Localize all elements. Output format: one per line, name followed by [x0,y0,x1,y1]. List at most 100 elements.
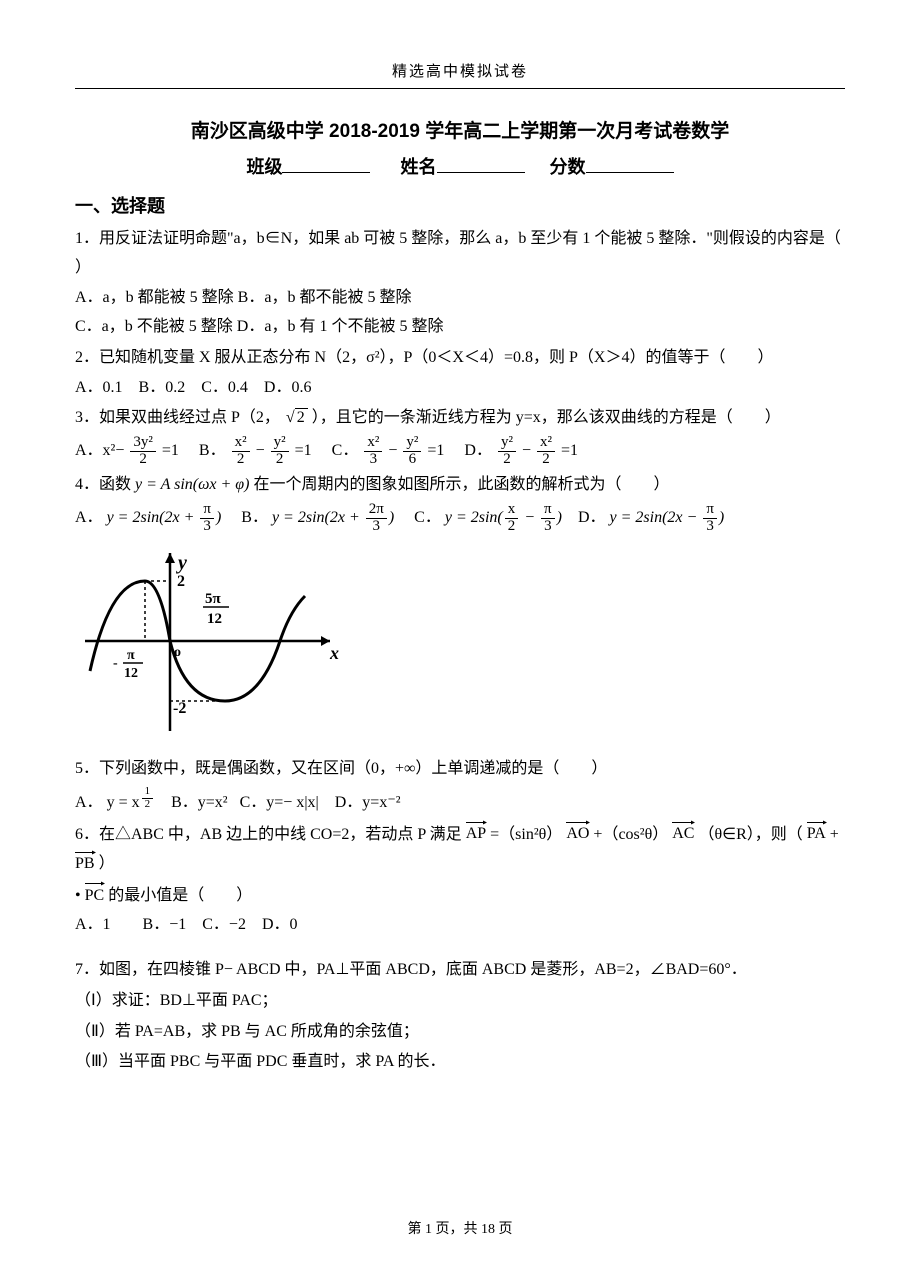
svg-text:12: 12 [124,666,138,681]
num: 1 [142,786,154,799]
fn: y = 2sin(2x + [107,509,199,526]
q4-stem-a: 4．函数 [75,476,135,493]
den: 3 [200,519,214,535]
class-label: 班级 [246,157,282,177]
q6-stem-b: ） [99,855,115,872]
svg-text:-: - [113,656,118,671]
q7-part3: （Ⅲ）当平面 PBC 与平面 PDC 垂直时，求 PA 的长． [75,1048,845,1077]
name-blank[interactable] [437,154,525,173]
axis-x-label: x [329,643,339,663]
q7-part1: （Ⅰ）求证：BD⊥平面 PAC； [75,987,845,1016]
q3-options: A．x²− 3y²2 =1 B． x²2 − y²2 =1 C． x²3 − y… [75,435,845,468]
minus: − [256,442,265,459]
q3C-pre: C． [332,442,359,459]
question-3: 3．如果双曲线经过点 P（2， √2 ），且它的一条渐近线方程为 y=x，那么该… [75,404,845,433]
minus: − [388,442,397,459]
q3-optC: C． x²3 − y²6 =1 [332,442,449,459]
q1-optC: C．a，b 不能被 5 整除 [75,318,233,335]
den: 2 [130,452,156,468]
fraction: x²2 [232,435,250,468]
num: x² [364,435,382,452]
fraction: π3 [703,502,717,535]
footer-a: 第 [408,1222,426,1237]
q1-stem-a: 1．用反证法证明命题"a，b∈N，如果 ab 可被 5 整除，那么 a，b 至少… [75,230,841,247]
q4-optD: D． y = 2sin(2x − π3) [578,509,724,526]
num: x² [537,435,555,452]
q3-optA: A．x²− 3y²2 =1 [75,442,183,459]
q1-optA: A．a，b 都能被 5 整除 [75,289,234,306]
post: ) [389,509,394,526]
q3A-pre: A．x²− [75,442,124,459]
vector-AP: AP [466,820,486,850]
svg-text:12: 12 [207,611,222,627]
svg-text:-2: -2 [173,700,186,717]
num: 3y² [130,435,156,452]
q1-options-row2: C．a，b 不能被 5 整除 D．a，b 有 1 个不能被 5 整除 [75,314,845,340]
den: 2 [505,519,519,535]
fraction: x2 [505,502,519,535]
fraction: 12 [142,786,154,810]
fn: y = 2sin( [445,509,503,526]
class-blank[interactable] [282,154,370,173]
q3D-pre: D． [464,442,492,459]
q5-optB: B．y=x² [171,794,228,811]
info-line: 班级 姓名 分数 [75,153,845,182]
q1-optD: D．a，b 有 1 个不能被 5 整除 [237,318,444,335]
fraction: 3y²2 [130,435,156,468]
header-rule [75,88,845,89]
section-1-heading: 一、选择题 [75,192,845,221]
pre: A． [75,794,103,811]
svg-text:o: o [174,645,181,660]
fraction: y²2 [271,435,289,468]
q3D-post: =1 [561,442,578,459]
q1-optB: B．a，b 都不能被 5 整除 [238,289,412,306]
q4-optB: B． y = 2sin(2x + 2π3) [241,509,398,526]
den: 2 [232,452,250,468]
post: ) [216,509,221,526]
q6-stem-a: 6．在△ABC 中，AB 边上的中线 CO=2，若动点 P 满足 [75,825,462,842]
footer-page: 1 [425,1222,432,1237]
question-6: 6．在△ABC 中，AB 边上的中线 CO=2，若动点 P 满足 AP =（si… [75,820,845,879]
pre: D． [578,509,606,526]
q1-options-row1: A．a，b 都能被 5 整除 B．a，b 都不能被 5 整除 [75,285,845,311]
q4-options: A． y = 2sin(2x + π3) B． y = 2sin(2x + 2π… [75,502,845,535]
fraction: π3 [200,502,214,535]
mid: − [520,509,539,526]
vector-PC: PC [85,881,105,911]
vector-AC: AC [672,820,694,850]
q6-dot: • [75,887,81,904]
q5-optA: A． y = x12 [75,794,159,811]
q6-options: A．1 B．−1 C．−2 D．0 [75,912,845,938]
q3C-post: =1 [427,442,444,459]
num: y² [271,435,289,452]
q2-options: A．0.1 B．0.2 C．0.4 D．0.6 [75,375,845,401]
vector-PA: PA [807,820,826,850]
score-blank[interactable] [586,154,674,173]
q4-optC: C． y = 2sin(x2 − π3) [414,509,566,526]
den: 3 [366,519,387,535]
svg-text:5π: 5π [205,591,222,607]
running-header: 精选高中模拟试卷 [75,60,845,84]
fraction: 2π3 [366,502,387,535]
q3A-post: =1 [162,442,179,459]
den: 3 [364,452,382,468]
svg-text:2: 2 [177,573,185,590]
question-1: 1．用反证法证明命题"a，b∈N，如果 ab 可被 5 整除，那么 a，b 至少… [75,225,845,283]
post: ) [719,509,724,526]
num: π [703,502,717,519]
q7-part2: （Ⅱ）若 PA=AB，求 PB 与 AC 所成角的余弦值； [75,1018,845,1047]
fraction: x²3 [364,435,382,468]
den: 2 [537,452,555,468]
fraction: y²2 [498,435,516,468]
q4-stem-b: 在一个周期内的图象如图所示，此函数的解析式为（ ） [253,476,669,493]
den: 2 [142,799,154,811]
question-2: 2．已知随机变量 X 服从正态分布 N（2，σ²），P（0＜X＜4）=0.8，则… [75,344,845,373]
question-7: 7．如图，在四棱锥 P− ABCD 中，PA⊥平面 ABCD，底面 ABCD 是… [75,956,845,985]
q4-optA: A． y = 2sin(2x + π3) [75,509,225,526]
page-footer: 第 1 页，共 18 页 [0,1219,920,1241]
footer-c: 页 [499,1222,513,1237]
name-label: 姓名 [401,157,437,177]
axis-y-label: y [176,552,187,574]
question-6-cont: • PC 的最小值是（ ） [75,881,845,911]
num: x² [232,435,250,452]
